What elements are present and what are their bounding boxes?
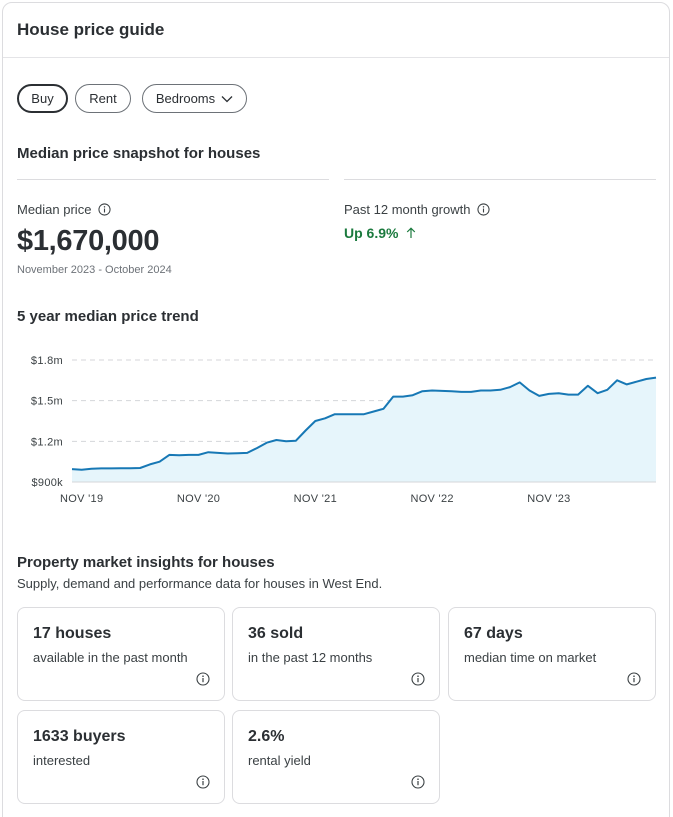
tile-description: available in the past month: [33, 650, 188, 665]
median-price-period: November 2023 - October 2024: [17, 264, 172, 276]
insight-tile-buyers: 1633 buyers interested: [17, 710, 225, 804]
rent-filter-button[interactable]: Rent: [75, 84, 131, 113]
info-icon[interactable]: [411, 775, 425, 789]
price-area-fill: [72, 377, 656, 482]
median-price-label-row: Median price: [17, 202, 112, 217]
y-tick-label: $1.8m: [31, 355, 63, 367]
y-tick-label: $1.5m: [31, 396, 63, 408]
info-icon[interactable]: [196, 672, 210, 686]
chevron-down-icon: [221, 95, 233, 102]
insight-tile-rental-yield: 2.6% rental yield: [232, 710, 440, 804]
info-icon[interactable]: [196, 775, 210, 789]
info-icon[interactable]: [98, 203, 112, 216]
tile-description: in the past 12 months: [248, 650, 373, 665]
price-trend-chart: $1.8m $1.5m $1.2m $900k NOV '19 NOV '20 NOV '2…: [31, 355, 657, 505]
tile-description: interested: [33, 753, 91, 768]
insights-title: Property market insights for houses: [17, 554, 275, 571]
tile-value: 36 sold: [248, 625, 304, 642]
buy-filter-button[interactable]: Buy: [17, 84, 68, 113]
median-price-label: Median price: [17, 202, 92, 217]
divider: [17, 179, 329, 180]
bedrooms-dropdown-label: Bedrooms: [155, 91, 216, 106]
growth-value-row: Up 6.9%: [344, 225, 416, 241]
x-tick-label: NOV '19: [60, 493, 103, 505]
growth-label: Past 12 month growth: [344, 202, 471, 217]
tile-value: 2.6%: [248, 728, 285, 745]
arrow-up-icon: [407, 227, 416, 238]
info-icon[interactable]: [411, 672, 425, 686]
insights-subtitle: Supply, demand and performance data for …: [17, 576, 383, 591]
x-tick-label: NOV '22: [410, 493, 453, 505]
bedrooms-dropdown[interactable]: Bedrooms: [142, 84, 247, 113]
info-icon[interactable]: [627, 672, 641, 686]
insight-tile-sold: 36 sold in the past 12 months: [232, 607, 440, 701]
buy-filter-label: Buy: [31, 91, 54, 106]
tile-value: 67 days: [464, 625, 523, 642]
tile-description: median time on market: [464, 650, 597, 665]
rent-filter-label: Rent: [89, 91, 117, 106]
growth-label-row: Past 12 month growth: [344, 202, 491, 217]
tile-description: rental yield: [248, 753, 311, 768]
x-tick-label: NOV '21: [294, 493, 337, 505]
tile-value: 17 houses: [33, 625, 112, 642]
median-price-value: $1,670,000: [17, 225, 160, 257]
price-series-line[interactable]: [71, 376, 657, 471]
info-icon[interactable]: [477, 203, 491, 216]
y-tick-label: $1.2m: [31, 436, 63, 448]
x-tick-label: NOV '23: [527, 493, 570, 505]
y-tick-label: $900k: [32, 477, 64, 489]
insight-tile-days-on-market: 67 days median time on market: [448, 607, 656, 701]
snapshot-title: Median price snapshot for houses: [17, 145, 261, 162]
x-tick-label: NOV '20: [177, 493, 220, 505]
trend-title: 5 year median price trend: [17, 308, 199, 325]
divider: [344, 179, 656, 180]
card-header: House price guide: [3, 3, 669, 58]
insight-tile-houses-available: 17 houses available in the past month: [17, 607, 225, 701]
page-title: House price guide: [17, 20, 165, 39]
tile-value: 1633 buyers: [33, 728, 126, 745]
growth-value: Up 6.9%: [344, 225, 399, 241]
